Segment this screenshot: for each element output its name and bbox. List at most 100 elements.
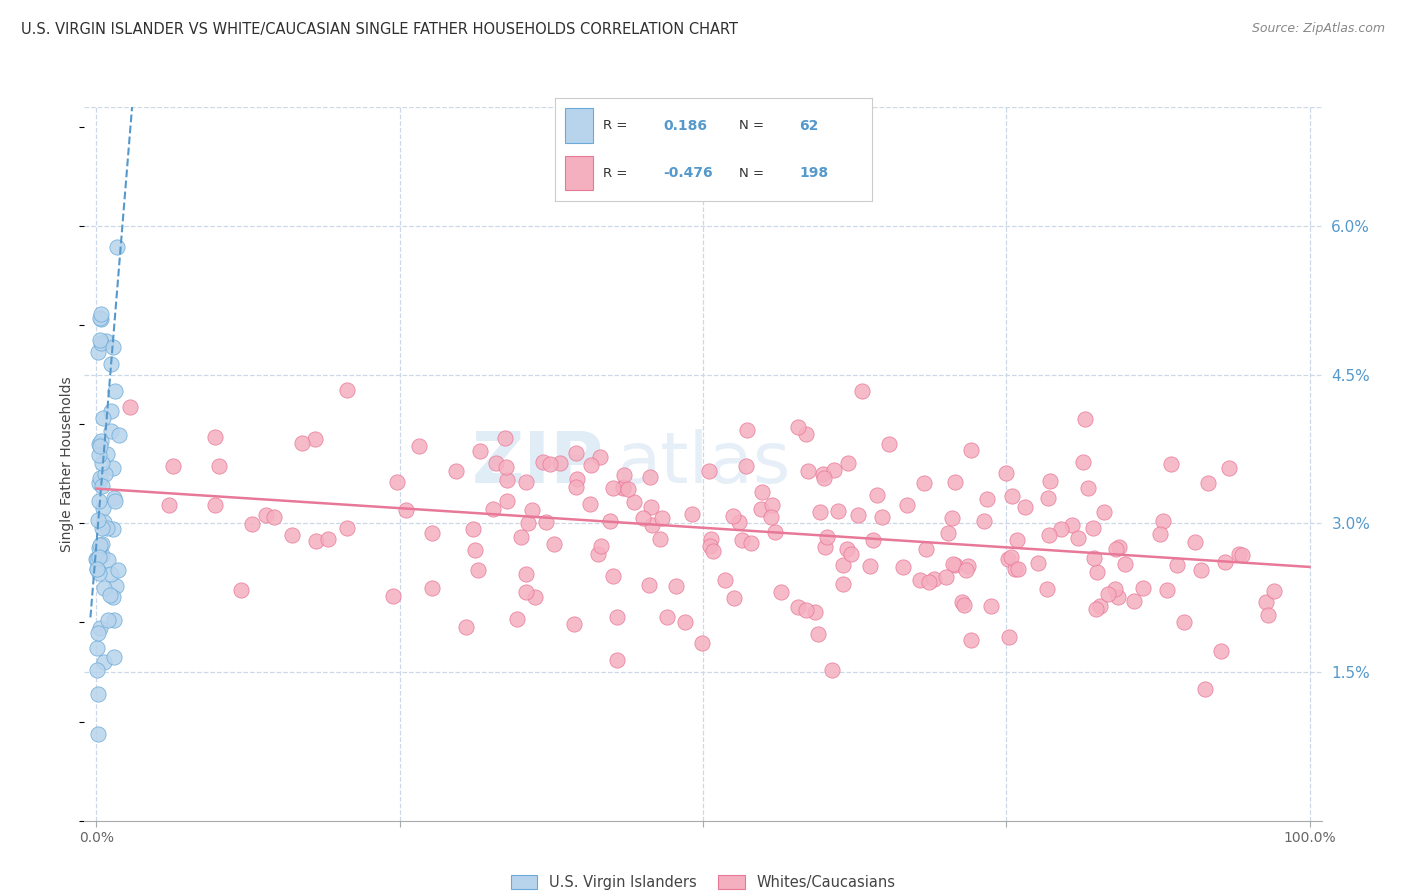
Point — [89, 310, 111, 325]
Point — [470, 444, 492, 458]
Point — [1173, 615, 1195, 630]
Point — [955, 563, 977, 577]
Point — [1067, 531, 1090, 545]
Point — [90, 307, 112, 321]
Point — [495, 459, 517, 474]
Point — [87, 513, 110, 527]
Point — [506, 612, 529, 626]
Point — [96, 447, 118, 461]
Point — [564, 480, 586, 494]
Point — [997, 552, 1019, 566]
Point — [107, 428, 129, 442]
Point — [281, 528, 304, 542]
Point — [606, 653, 628, 667]
Point — [485, 457, 508, 471]
Point — [254, 508, 277, 522]
Point — [461, 522, 484, 536]
Point — [1132, 581, 1154, 595]
Point — [814, 540, 837, 554]
Point — [665, 579, 688, 593]
Point — [90, 479, 112, 493]
Point — [638, 578, 661, 592]
Point — [941, 557, 963, 571]
Legend: U.S. Virgin Islanders, Whites/Caucasians: U.S. Virgin Islanders, Whites/Caucasians — [505, 869, 901, 892]
Point — [385, 475, 408, 489]
Point — [589, 450, 612, 465]
Point — [534, 515, 557, 529]
Point — [837, 456, 859, 470]
Point — [1000, 550, 1022, 565]
Point — [93, 581, 115, 595]
Point — [565, 445, 588, 459]
Point — [420, 582, 443, 596]
Point — [641, 518, 664, 533]
Point — [240, 516, 263, 531]
Point — [794, 603, 817, 617]
Point — [1000, 489, 1022, 503]
Point — [807, 626, 830, 640]
Point — [640, 500, 662, 514]
Text: R =: R = — [603, 120, 627, 132]
Point — [1081, 521, 1104, 535]
Point — [89, 538, 111, 552]
Point — [579, 458, 602, 472]
Point — [723, 591, 745, 606]
Point — [87, 344, 110, 359]
Point — [1213, 555, 1236, 569]
Point — [950, 595, 973, 609]
Point — [86, 552, 108, 566]
Point — [318, 532, 340, 546]
Point — [496, 493, 519, 508]
Point — [90, 521, 112, 535]
Point — [531, 454, 554, 468]
Text: U.S. VIRGIN ISLANDER VS WHITE/CAUCASIAN SINGLE FATHER HOUSEHOLDS CORRELATION CHA: U.S. VIRGIN ISLANDER VS WHITE/CAUCASIAN … — [21, 22, 738, 37]
Point — [1218, 461, 1240, 475]
Point — [651, 510, 673, 524]
Point — [1149, 527, 1171, 541]
Point — [90, 335, 112, 350]
Point — [1007, 562, 1029, 576]
Point — [1254, 595, 1277, 609]
Point — [727, 515, 749, 529]
Point — [1050, 522, 1073, 536]
Point — [304, 432, 326, 446]
Point — [1036, 582, 1059, 596]
Point — [979, 599, 1001, 614]
Point — [699, 532, 721, 546]
Point — [786, 600, 808, 615]
Point — [943, 475, 966, 490]
Point — [896, 498, 918, 512]
Text: N =: N = — [740, 167, 763, 179]
Point — [859, 559, 882, 574]
Point — [515, 585, 537, 599]
Point — [162, 458, 184, 473]
Point — [811, 467, 834, 481]
Point — [101, 340, 124, 354]
Point — [105, 579, 128, 593]
Point — [509, 530, 531, 544]
Point — [96, 334, 118, 349]
Point — [935, 570, 957, 584]
Point — [495, 473, 517, 487]
Point — [204, 498, 226, 512]
Point — [763, 525, 786, 540]
Point — [787, 420, 810, 434]
Point — [681, 507, 703, 521]
Point — [517, 516, 540, 531]
Point — [93, 656, 115, 670]
Point — [1077, 481, 1099, 495]
Text: ZIP: ZIP — [472, 429, 605, 499]
Text: N =: N = — [740, 120, 763, 132]
Point — [101, 460, 124, 475]
Point — [813, 471, 835, 485]
Point — [91, 501, 114, 516]
Point — [97, 552, 120, 566]
Point — [702, 544, 724, 558]
Point — [89, 566, 111, 581]
Point — [420, 525, 443, 540]
Point — [606, 609, 628, 624]
Point — [976, 492, 998, 507]
Point — [730, 533, 752, 547]
Point — [994, 467, 1017, 481]
Point — [101, 591, 124, 605]
